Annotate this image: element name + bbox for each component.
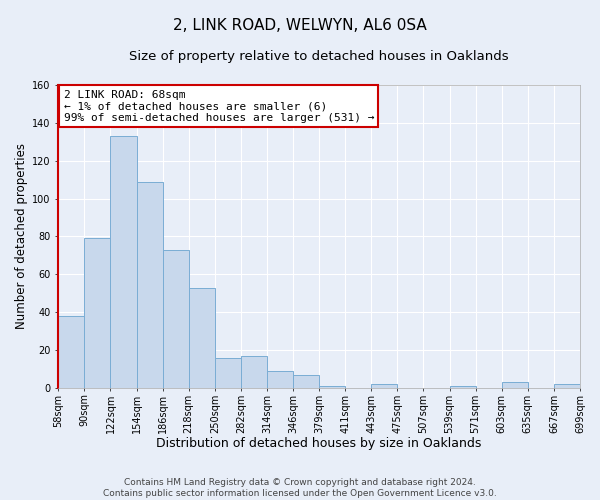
Bar <box>110 136 137 388</box>
Bar <box>293 374 319 388</box>
Bar <box>241 356 267 388</box>
Bar <box>371 384 397 388</box>
Bar <box>502 382 528 388</box>
Bar <box>189 288 215 388</box>
Y-axis label: Number of detached properties: Number of detached properties <box>15 144 28 330</box>
Bar <box>137 182 163 388</box>
Bar <box>267 371 293 388</box>
Text: 2, LINK ROAD, WELWYN, AL6 0SA: 2, LINK ROAD, WELWYN, AL6 0SA <box>173 18 427 32</box>
Bar <box>449 386 476 388</box>
X-axis label: Distribution of detached houses by size in Oaklands: Distribution of detached houses by size … <box>157 437 482 450</box>
Bar <box>215 358 241 388</box>
Bar <box>319 386 345 388</box>
Title: Size of property relative to detached houses in Oaklands: Size of property relative to detached ho… <box>130 50 509 63</box>
Bar <box>554 384 580 388</box>
Text: 2 LINK ROAD: 68sqm
← 1% of detached houses are smaller (6)
99% of semi-detached : 2 LINK ROAD: 68sqm ← 1% of detached hous… <box>64 90 374 122</box>
Bar <box>58 316 85 388</box>
Bar <box>85 238 110 388</box>
Text: Contains HM Land Registry data © Crown copyright and database right 2024.
Contai: Contains HM Land Registry data © Crown c… <box>103 478 497 498</box>
Bar <box>163 250 189 388</box>
